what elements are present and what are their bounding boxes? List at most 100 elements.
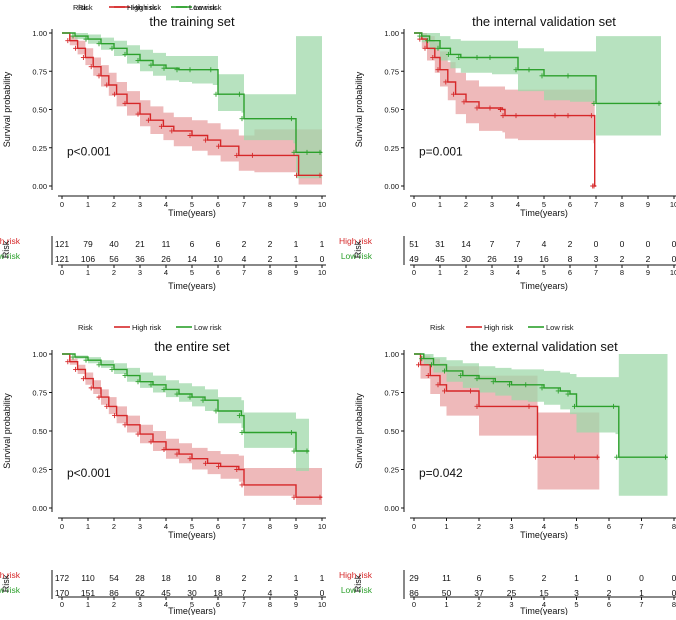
- risk-count-low: 16: [539, 254, 549, 264]
- censor-mark-high: [104, 403, 110, 409]
- censor-mark-low: [187, 394, 193, 400]
- censor-mark-low: [239, 430, 245, 436]
- risk-count-low: 14: [187, 254, 197, 264]
- risk-count-high: 54: [109, 573, 119, 583]
- axes: 0.00 0.25 0.50 0.75 1.00 0 1 2 3 4 5 6 7 8 9 10 Time(yea…: [354, 29, 676, 218]
- risk-count-low: 86: [109, 588, 119, 598]
- x-tick-label: 8: [672, 522, 676, 531]
- x-tick-label: 3: [138, 200, 142, 209]
- risk-table-x-tick-label: 8: [620, 268, 624, 277]
- y-tick-label: 0.75: [384, 67, 399, 76]
- censor-mark-low: [425, 38, 431, 44]
- censor-mark-high: [442, 388, 447, 394]
- ci-band-low: [62, 354, 309, 471]
- risk-count-high: 18: [161, 573, 171, 583]
- risk-count-low: 62: [135, 588, 145, 598]
- legend-high-label: High risk: [132, 3, 161, 12]
- risk-count-high: 110: [81, 573, 95, 583]
- legend-shared: Risk High risk Low risk: [73, 3, 217, 12]
- risk-table-x-tick-label: 6: [568, 268, 572, 277]
- censor-mark-low: [122, 373, 128, 379]
- p-value: p<0.001: [67, 466, 111, 480]
- legend-title: Risk: [78, 323, 93, 332]
- risk-count-low: 0: [320, 588, 325, 598]
- censor-mark-low: [565, 73, 571, 79]
- risk-count-high: 0: [594, 239, 599, 249]
- censor-mark-high: [468, 388, 473, 394]
- risk-table-side-label: Risk: [1, 240, 11, 258]
- risk-count-low: 2: [620, 254, 625, 264]
- x-tick-label: 9: [294, 522, 298, 531]
- risk-table-x-tick-label: 0: [412, 268, 416, 277]
- censor-marks: [65, 354, 323, 500]
- risk-count-high: 14: [461, 239, 471, 249]
- x-axis-label: Time(years): [520, 530, 568, 540]
- censor-mark-low: [539, 385, 545, 391]
- censor-mark-low: [656, 100, 662, 106]
- risk-count-low: 0: [672, 254, 676, 264]
- risk-count-low: 2: [607, 588, 612, 598]
- y-tick-label: 1.00: [384, 350, 399, 359]
- risk-table-high-label: High risk: [0, 570, 21, 580]
- y-tick-label: 0.00: [32, 182, 47, 191]
- censor-mark-low: [591, 100, 597, 106]
- censor-mark-low: [417, 33, 423, 39]
- risk-table-x-tick-label: 4: [516, 268, 520, 277]
- x-tick-label: 4: [164, 200, 168, 209]
- chart-title: the external validation set: [470, 339, 618, 354]
- censor-marks: [417, 33, 662, 189]
- censor-mark-low: [288, 430, 294, 436]
- risk-table-x-tick-label: 8: [268, 600, 272, 609]
- x-tick-label: 3: [509, 522, 513, 531]
- risk-count-high: 21: [135, 239, 145, 249]
- censor-mark-low: [288, 116, 294, 122]
- censor-mark-high: [112, 413, 118, 419]
- censor-mark-high: [443, 79, 449, 85]
- x-tick-label: 5: [190, 522, 194, 531]
- risk-count-high: 79: [83, 239, 93, 249]
- y-tick-label: 0.50: [384, 106, 399, 115]
- censor-mark-high: [122, 422, 128, 428]
- confidence-bands: [62, 354, 322, 505]
- censor-mark-low: [419, 356, 425, 362]
- ci-band-high: [414, 354, 600, 490]
- risk-count-high: 8: [216, 573, 221, 583]
- censor-mark-low: [213, 91, 219, 97]
- censor-mark-high: [148, 439, 154, 445]
- censor-mark-high: [187, 456, 193, 462]
- censor-mark-high: [96, 73, 102, 79]
- y-axis-label: Survival probability: [354, 393, 364, 469]
- x-tick-label: 4: [164, 522, 168, 531]
- x-tick-label: 2: [112, 200, 116, 209]
- x-tick-label: 3: [490, 200, 494, 209]
- y-tick-label: 0.25: [384, 144, 399, 153]
- censor-mark-low: [523, 382, 529, 388]
- y-tick-label: 0.75: [32, 389, 47, 398]
- confidence-bands: [414, 33, 661, 186]
- censor-mark-high: [65, 38, 71, 44]
- censor-mark-high: [594, 454, 600, 460]
- risk-table-x-tick-label: 9: [294, 600, 298, 609]
- x-tick-label: 10: [318, 200, 326, 209]
- censor-mark-high: [203, 137, 209, 143]
- censor-mark-high: [88, 64, 94, 70]
- x-tick-label: 6: [216, 522, 220, 531]
- risk-count-high: 10: [187, 573, 197, 583]
- censor-mark-high: [65, 359, 71, 365]
- risk-count-high: 2: [268, 239, 273, 249]
- risk-table-x-tick-label: 1: [444, 600, 448, 609]
- risk-count-low: 30: [187, 588, 197, 598]
- censor-mark-low: [200, 397, 206, 403]
- x-tick-label: 9: [294, 200, 298, 209]
- x-tick-label: 5: [574, 522, 578, 531]
- legend-high-label: High risk: [132, 323, 161, 332]
- y-tick-label: 0.50: [32, 106, 47, 115]
- risk-table-x-tick-label: 7: [242, 268, 246, 277]
- censor-mark-low: [663, 454, 668, 460]
- censor-mark-low: [208, 67, 214, 73]
- risk-count-low: 3: [574, 588, 579, 598]
- risk-table-x-tick-label: 5: [542, 268, 546, 277]
